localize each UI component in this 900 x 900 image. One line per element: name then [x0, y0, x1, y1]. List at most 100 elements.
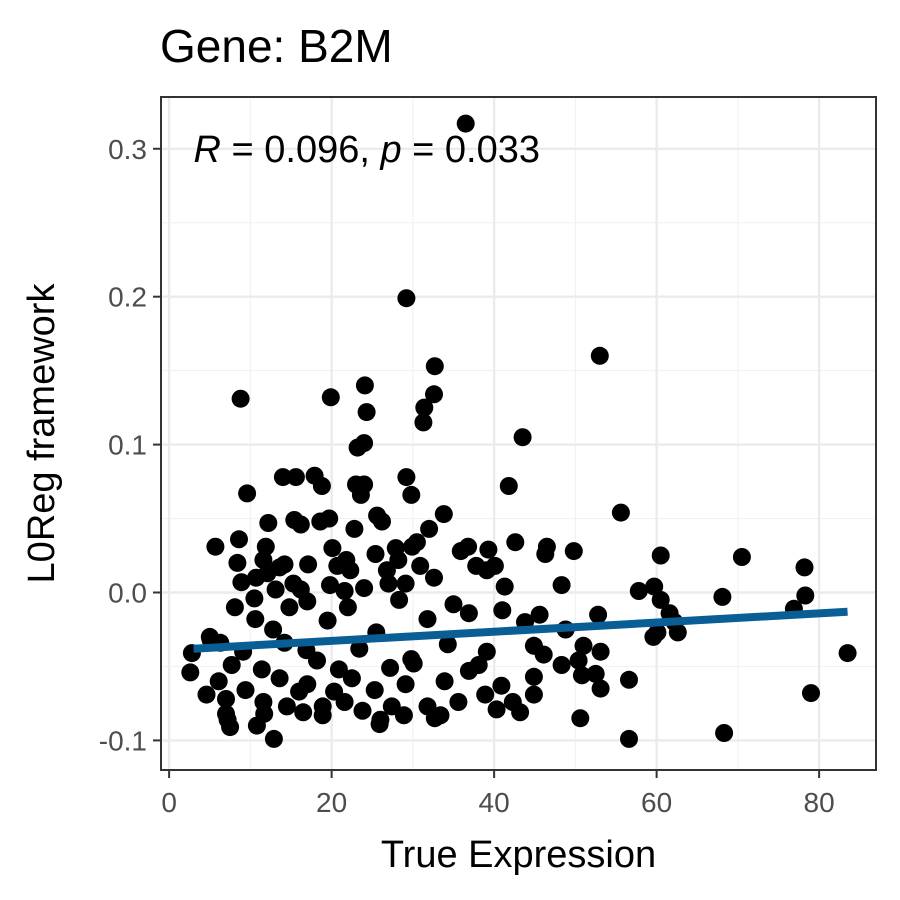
data-point	[256, 537, 275, 556]
data-point	[444, 595, 463, 614]
data-point	[298, 592, 317, 611]
data-point	[552, 576, 571, 595]
x-axis-title: True Expression	[381, 834, 656, 876]
x-tick-label: 80	[804, 787, 835, 818]
data-point	[311, 512, 330, 531]
data-point	[590, 346, 609, 365]
y-tick-label: 0.3	[108, 134, 147, 165]
data-point	[308, 651, 326, 670]
data-point	[451, 542, 470, 561]
data-point	[796, 586, 815, 605]
data-point	[572, 666, 591, 685]
data-point	[323, 539, 342, 558]
data-point	[389, 551, 408, 569]
data-point	[232, 573, 251, 592]
data-point	[571, 709, 590, 728]
data-point	[318, 611, 337, 630]
data-point	[795, 558, 814, 577]
data-point	[313, 706, 332, 725]
data-point	[418, 610, 437, 629]
data-point	[564, 542, 583, 561]
data-point	[574, 636, 593, 655]
x-tick-label: 40	[479, 787, 510, 818]
data-point	[513, 428, 532, 447]
data-point	[425, 568, 443, 587]
data-point	[236, 681, 255, 700]
data-point	[209, 672, 228, 691]
data-point	[299, 555, 318, 574]
data-point	[644, 627, 663, 646]
data-point	[414, 413, 433, 432]
data-point	[499, 477, 518, 495]
data-point	[425, 385, 443, 404]
data-point	[246, 610, 265, 629]
data-point	[586, 664, 605, 683]
data-points	[181, 114, 857, 748]
data-point	[312, 477, 331, 495]
x-axis: 0 20 40 60 80	[161, 770, 835, 818]
data-point	[228, 553, 247, 572]
data-point	[290, 682, 309, 701]
data-point	[425, 709, 444, 728]
data-point	[459, 604, 478, 623]
r-value: = 0.096,	[221, 129, 381, 171]
y-axis-title: L0Reg framework	[21, 283, 63, 584]
data-point	[411, 556, 430, 575]
data-point	[651, 590, 670, 609]
grid-lines	[161, 97, 876, 770]
data-point	[390, 590, 409, 609]
data-point	[651, 546, 670, 565]
trend-line-group	[193, 607, 848, 653]
chart-title: Gene: B2M	[160, 20, 393, 72]
data-point	[476, 685, 495, 704]
plot-border	[160, 96, 877, 771]
data-point	[506, 533, 525, 552]
data-point	[341, 561, 360, 580]
data-point	[247, 568, 266, 587]
data-point	[435, 672, 454, 691]
data-point	[479, 540, 498, 559]
data-point	[286, 468, 305, 487]
data-point	[329, 660, 348, 679]
data-point	[350, 639, 369, 658]
data-point	[181, 663, 200, 682]
data-point	[495, 577, 514, 596]
data-point	[715, 724, 734, 742]
data-point	[629, 582, 648, 600]
data-point	[217, 690, 235, 708]
data-point	[379, 574, 398, 593]
data-point	[802, 684, 820, 703]
data-point	[397, 289, 416, 308]
data-point	[396, 675, 415, 694]
p-symbol: p	[379, 129, 401, 171]
data-point	[370, 715, 389, 734]
data-point	[524, 667, 543, 686]
x-tick-label: 0	[161, 787, 177, 818]
data-point	[266, 580, 285, 599]
data-point	[611, 503, 630, 522]
data-point	[264, 620, 283, 639]
data-point	[277, 697, 296, 716]
data-point	[415, 398, 434, 417]
y-tick-label: 0.0	[108, 578, 147, 609]
data-point	[273, 468, 292, 487]
data-point	[530, 605, 549, 624]
data-point	[569, 651, 588, 670]
data-point	[321, 576, 339, 595]
data-point	[396, 574, 415, 593]
data-point	[402, 485, 421, 504]
data-point	[264, 729, 283, 748]
data-point	[425, 357, 444, 376]
data-point	[381, 658, 400, 677]
data-point	[394, 706, 413, 725]
data-point	[397, 468, 416, 487]
data-point	[259, 514, 278, 532]
data-point	[230, 530, 248, 549]
r-symbol: R	[194, 129, 221, 171]
data-point	[345, 519, 364, 538]
data-point	[238, 484, 257, 503]
data-point	[366, 545, 385, 563]
data-point	[732, 548, 751, 566]
data-point	[335, 693, 354, 711]
data-point	[524, 685, 543, 704]
